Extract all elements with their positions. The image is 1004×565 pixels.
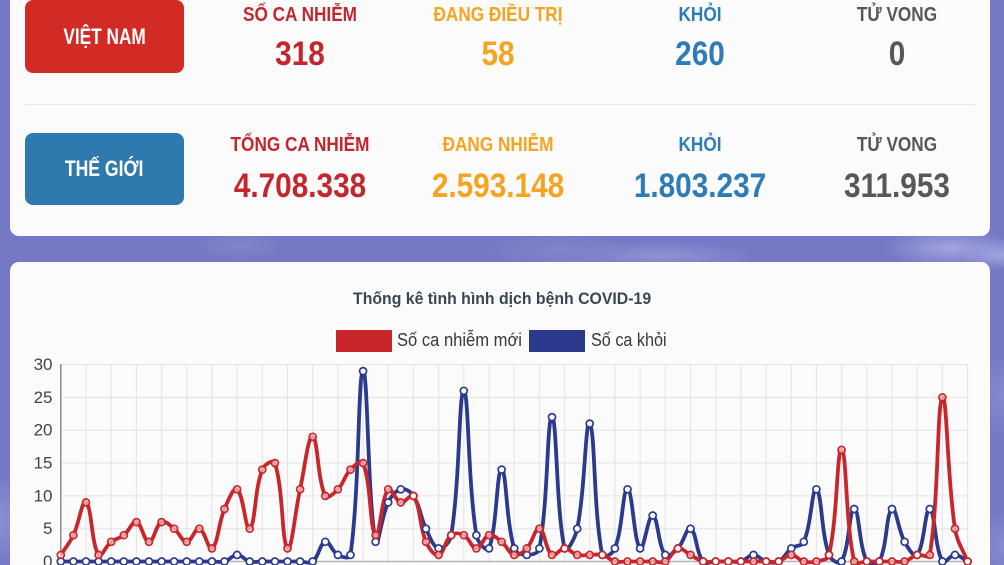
svg-text:25: 25 [34, 388, 53, 407]
svg-text:30: 30 [34, 355, 53, 374]
svg-text:0: 0 [43, 552, 52, 565]
svg-text:10: 10 [34, 486, 53, 505]
svg-text:20: 20 [34, 421, 53, 440]
svg-text:15: 15 [34, 454, 53, 473]
svg-text:5: 5 [43, 519, 52, 538]
